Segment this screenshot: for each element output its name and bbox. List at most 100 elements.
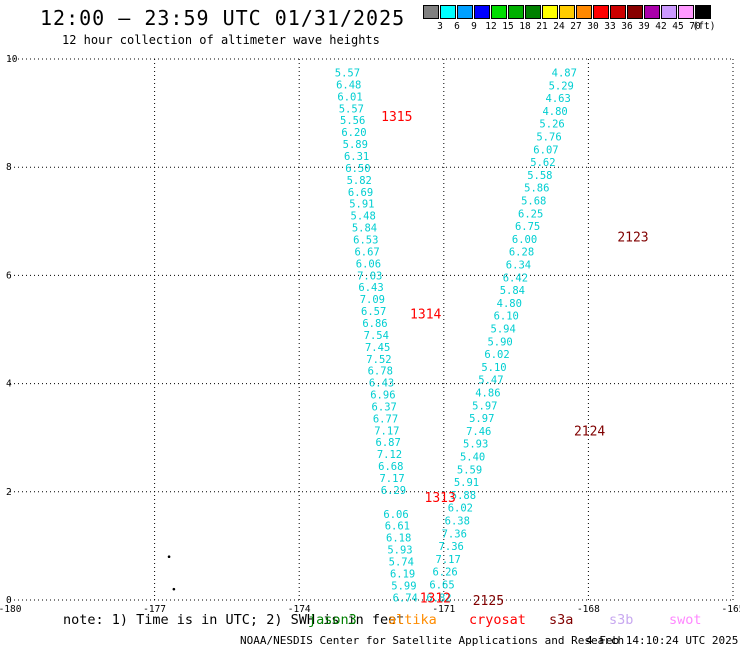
chart-title: 12:00 — 23:59 UTC 01/31/2025 — [40, 6, 406, 30]
colorbar-swatch — [423, 5, 439, 19]
satellite-legend-item: swot — [669, 612, 702, 628]
pass-time-label: 2123 — [617, 230, 648, 245]
wave-height-value: 5.40 — [460, 452, 485, 464]
colorbar-swatch — [593, 5, 609, 19]
chart-subtitle: 12 hour collection of altimeter wave hei… — [62, 33, 380, 47]
wave-height-value: 6.74 — [393, 592, 418, 604]
wave-height-value: 6.53 — [353, 234, 378, 246]
colorbar-swatch — [576, 5, 592, 19]
wave-height-value: 6.75 — [515, 221, 540, 233]
colorbar-swatch — [457, 5, 473, 19]
wave-height-value: 5.59 — [457, 464, 482, 476]
wave-height-value: 5.47 — [478, 375, 503, 387]
colorbar-label: 42 — [655, 21, 667, 32]
wave-height-value: 5.48 — [351, 211, 376, 223]
colorbar-swatch — [559, 5, 575, 19]
wave-height-value: 6.29 — [381, 485, 406, 497]
wave-height-value: 4.80 — [497, 298, 522, 310]
wave-height-value: 5.94 — [491, 324, 516, 336]
satellite-legend-item: cryosat — [469, 612, 526, 628]
wave-height-value: 6.01 — [337, 91, 362, 103]
wave-height-value: 5.97 — [469, 413, 494, 425]
wave-height-value: 5.91 — [454, 477, 479, 489]
wave-height-value: 5.82 — [347, 175, 372, 187]
wave-height-value: 7.45 — [365, 342, 390, 354]
wave-height-value: 6.87 — [376, 437, 401, 449]
wave-height-value: 4.87 — [552, 68, 577, 80]
wave-height-value: 6.34 — [506, 260, 531, 272]
wave-height-value: 5.76 — [536, 132, 561, 144]
wave-height-value: 5.58 — [527, 170, 552, 182]
colorbar-label: 36 — [621, 21, 633, 32]
wave-height-value: 5.57 — [339, 103, 364, 115]
colorbar-label: 45 — [672, 21, 684, 32]
colorbar-label: 6 — [454, 21, 460, 32]
wave-height-value: 6.43 — [369, 378, 394, 390]
x-tick-label: -180 — [0, 604, 22, 615]
pass-time-label: 2125 — [473, 594, 504, 609]
wave-height-value: 6.86 — [362, 318, 387, 330]
wave-height-value: 6.18 — [386, 533, 411, 545]
pass-time-label: 1314 — [410, 307, 441, 322]
wave-height-value: 7.54 — [364, 330, 389, 342]
y-tick-label: 10 — [6, 54, 18, 65]
wave-height-value: 6.28 — [509, 247, 534, 259]
wave-height-value: 6.77 — [373, 413, 398, 425]
wave-height-value: 5.93 — [387, 545, 412, 557]
wave-height-value: 5.29 — [549, 80, 574, 92]
wave-height-value: 5.88 — [451, 490, 476, 502]
wave-height-value: 5.89 — [343, 139, 368, 151]
wave-height-value: 6.96 — [370, 390, 395, 402]
wave-height-value: 6.31 — [344, 151, 369, 163]
wave-height-value: 6.67 — [354, 246, 379, 258]
wave-height-value: 7.36 — [442, 528, 467, 540]
wave-height-value: 5.10 — [481, 362, 506, 374]
x-tick-label: -165 — [722, 604, 740, 615]
wave-height-value: 6.38 — [445, 515, 470, 527]
land-point — [167, 555, 171, 559]
colorbar-label: 33 — [604, 21, 616, 32]
wave-height-value: 6.48 — [336, 79, 361, 91]
colorbar-label: 15 — [502, 21, 514, 32]
y-tick-label: 2 — [6, 487, 12, 498]
colorbar-swatch — [440, 5, 456, 19]
pass-time-label: 1312 — [420, 591, 451, 606]
wave-height-value: 5.57 — [335, 68, 360, 80]
colorbar-swatch — [525, 5, 541, 19]
wave-height-value: 5.91 — [349, 199, 374, 211]
wave-height-value: 5.26 — [539, 119, 564, 131]
x-tick-label: -177 — [143, 604, 166, 615]
wave-height-value: 6.57 — [361, 306, 386, 318]
footer-timestamp: 4 Feb 14:10:24 UTC 2025 — [586, 634, 739, 647]
wave-height-value: 6.82 — [426, 592, 451, 604]
colorbar-swatch — [491, 5, 507, 19]
wave-height-value: 5.74 — [389, 557, 414, 569]
x-tick-label: -174 — [288, 604, 311, 615]
colorbar-label: 3 — [437, 21, 443, 32]
colorbar-label: 12 — [485, 21, 497, 32]
satellite-legend-item: altika — [388, 612, 437, 628]
wave-height-value: 6.19 — [390, 568, 415, 580]
wave-height-value: 5.90 — [487, 336, 512, 348]
colorbar-swatch — [695, 5, 711, 19]
wave-height-value: 5.86 — [524, 183, 549, 195]
pass-time-label: 1315 — [381, 110, 412, 125]
colorbar-swatch — [678, 5, 694, 19]
colorbar-label: 21 — [536, 21, 548, 32]
wave-height-value: 7.03 — [357, 270, 382, 282]
wave-height-value: 6.10 — [494, 311, 519, 323]
wave-height-value: 6.02 — [448, 503, 473, 515]
wave-height-value: 7.12 — [377, 449, 402, 461]
wave-height-value: 6.06 — [356, 258, 381, 270]
wave-height-value: 6.20 — [341, 127, 366, 139]
colorbar-swatch — [542, 5, 558, 19]
wave-height-value: 6.78 — [368, 366, 393, 378]
x-tick-label: -171 — [432, 604, 455, 615]
wave-height-value: 6.37 — [372, 401, 397, 413]
wave-height-value: 7.46 — [466, 426, 491, 438]
wave-height-value: 5.93 — [463, 439, 488, 451]
land-point — [172, 587, 176, 591]
wave-height-value: 6.68 — [378, 461, 403, 473]
wave-height-value: 5.99 — [391, 580, 416, 592]
